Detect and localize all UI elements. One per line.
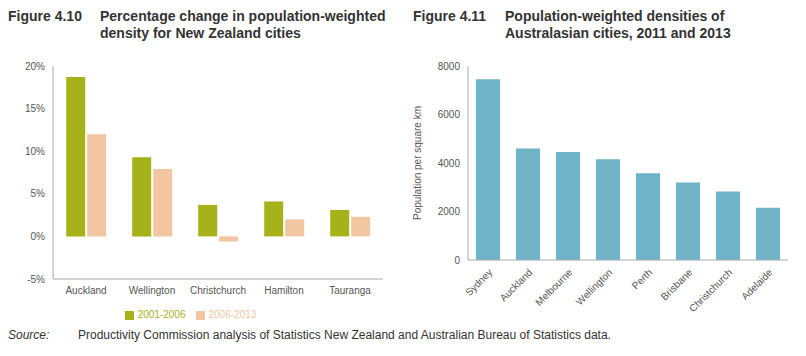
html-text:2006-2013: 2006-2013 [208,309,257,320]
svg-text:Auckland: Auckland [65,285,106,296]
html-text:Productivity Commission analys: Productivity Commission analysis of Stat… [78,328,611,342]
svg-text:15%: 15% [25,103,45,114]
svg-text:Wellington: Wellington [574,267,615,308]
svg-text:-5%: -5% [27,274,45,285]
svg-text:4000: 4000 [438,158,461,169]
svg-text:Tauranga: Tauranga [329,285,371,296]
svg-text:Hamilton: Hamilton [264,285,303,296]
html-text:Figure 4.10: Figure 4.10 [8,8,82,24]
html-text:2001-2006: 2001-2006 [137,309,186,320]
svg-text:2000: 2000 [438,206,461,217]
html-text:Figure 4.11: Figure 4.11 [413,8,487,24]
html-text:Percentage change in populatio: Percentage change in population-weighted… [100,8,386,41]
svg-text:6000: 6000 [438,109,461,120]
svg-text:Adelaide: Adelaide [739,266,775,302]
svg-text:Perth: Perth [630,267,655,292]
svg-text:10%: 10% [25,146,45,157]
svg-text:5%: 5% [31,188,46,199]
html-text:Source:: Source: [8,328,50,342]
svg-text:Sydney: Sydney [463,267,494,298]
html-text:Population-weighted densities: Population-weighted densities of Austral… [505,8,731,41]
svg-text:0: 0 [454,255,460,266]
svg-text:Christchurch: Christchurch [190,285,246,296]
svg-text:8000: 8000 [438,61,461,72]
svg-text:Brisbane: Brisbane [659,266,695,302]
svg-text:Christchurch: Christchurch [687,267,734,314]
svg-text:Wellington: Wellington [129,285,176,296]
svg-text:Auckland: Auckland [498,267,535,304]
svg-text:Population per square km: Population per square km [413,106,423,220]
svg-text:Melbourne: Melbourne [533,266,574,307]
svg-text:0%: 0% [31,231,46,242]
svg-text:20%: 20% [25,61,45,72]
